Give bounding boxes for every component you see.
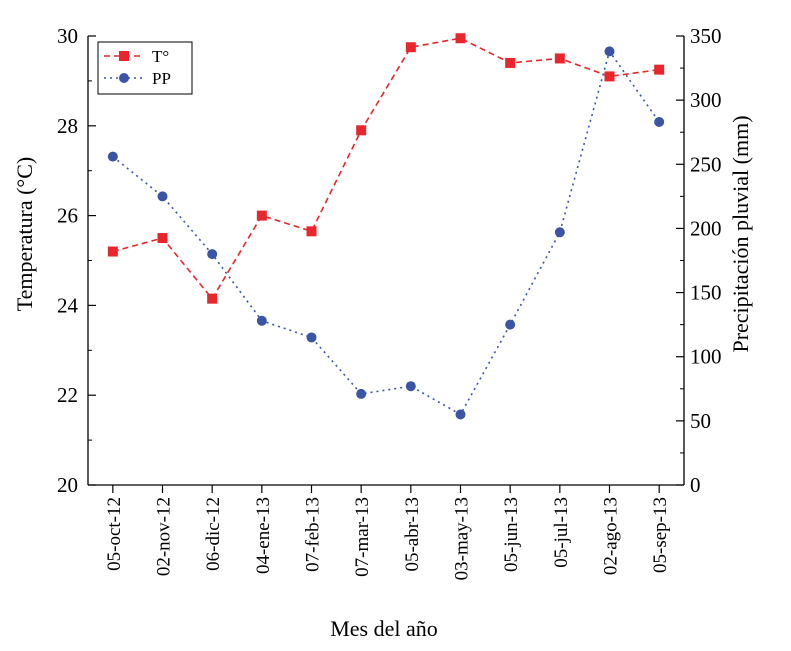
legend-label-precipitation: PP [152, 69, 171, 88]
series-line-precipitation [112, 49, 660, 416]
y-left-tick-label: 24 [57, 293, 79, 317]
legend-label-temperature: T° [152, 47, 169, 66]
temperature-point [405, 42, 416, 53]
x-tick-label: 04-ene-13 [253, 497, 274, 574]
precipitation-point [306, 332, 317, 343]
temperature-point [654, 64, 665, 75]
y-left-tick-label: 26 [57, 204, 78, 228]
temperature-point [356, 125, 367, 136]
x-tick-label: 05-abr-13 [402, 497, 423, 572]
series-line-temperature [112, 37, 660, 301]
temperature-point [207, 293, 218, 304]
x-tick-label: 05-oct-12 [104, 497, 125, 571]
precipitation-point [505, 319, 516, 330]
x-tick-label: 06-dic-12 [203, 497, 224, 571]
x-tick-label: 03-may-13 [452, 497, 473, 580]
legend-box [97, 41, 193, 95]
precipitation-point [356, 388, 367, 399]
y-axis-right-label: Precipitación pluvial (mm) [728, 115, 753, 352]
y-right-tick-label: 50 [690, 409, 711, 433]
y-right-tick-label: 150 [690, 281, 722, 305]
temperature-point [554, 53, 565, 64]
x-axis-label: Mes del año [330, 616, 438, 641]
temperature-point [107, 246, 118, 257]
precipitation-point [256, 315, 267, 326]
y-left-tick-label: 20 [57, 473, 78, 497]
series-layer [107, 33, 665, 420]
legend-marker-precipitation [119, 73, 129, 83]
x-tick-label: 07-feb-13 [303, 497, 324, 572]
temperature-point [306, 226, 317, 237]
y-left-tick-label: 22 [57, 383, 78, 407]
y-right-tick-label: 250 [690, 152, 722, 176]
y-left-tick-label: 28 [57, 114, 78, 138]
temperature-point [604, 71, 615, 82]
legend: T° PP [97, 41, 193, 95]
axes: 20222426283005010015020025030035005-oct-… [57, 24, 722, 580]
precipitation-point [107, 151, 118, 162]
precipitation-point [405, 381, 416, 392]
y-right-tick-label: 0 [690, 473, 701, 497]
precipitation-point [604, 46, 615, 57]
precipitation-point [207, 249, 218, 260]
y-right-tick-label: 200 [690, 216, 722, 240]
temperature-point [505, 57, 516, 68]
y-right-tick-label: 350 [690, 24, 722, 48]
x-tick-label: 05-sep-13 [650, 497, 671, 573]
precipitation-point [554, 227, 565, 238]
y-left-tick-label: 30 [57, 24, 78, 48]
temperature-point [157, 233, 168, 244]
precipitation-point [157, 191, 168, 202]
y-right-tick-label: 100 [690, 345, 722, 369]
temperature-point [455, 33, 466, 44]
legend-marker-temperature [119, 51, 129, 61]
x-tick-label: 07-mar-13 [352, 497, 373, 577]
x-tick-label: 05-jul-13 [551, 497, 572, 568]
x-tick-label: 02-nov-12 [154, 497, 175, 576]
precipitation-point [455, 409, 466, 420]
y-right-tick-label: 300 [690, 88, 722, 112]
temperature-point [256, 210, 267, 221]
x-tick-label: 02-ago-13 [601, 497, 622, 575]
y-axis-left-label: Temperatura (°C) [12, 157, 37, 311]
x-tick-label: 05-jun-13 [501, 497, 522, 572]
precipitation-point [654, 116, 665, 127]
